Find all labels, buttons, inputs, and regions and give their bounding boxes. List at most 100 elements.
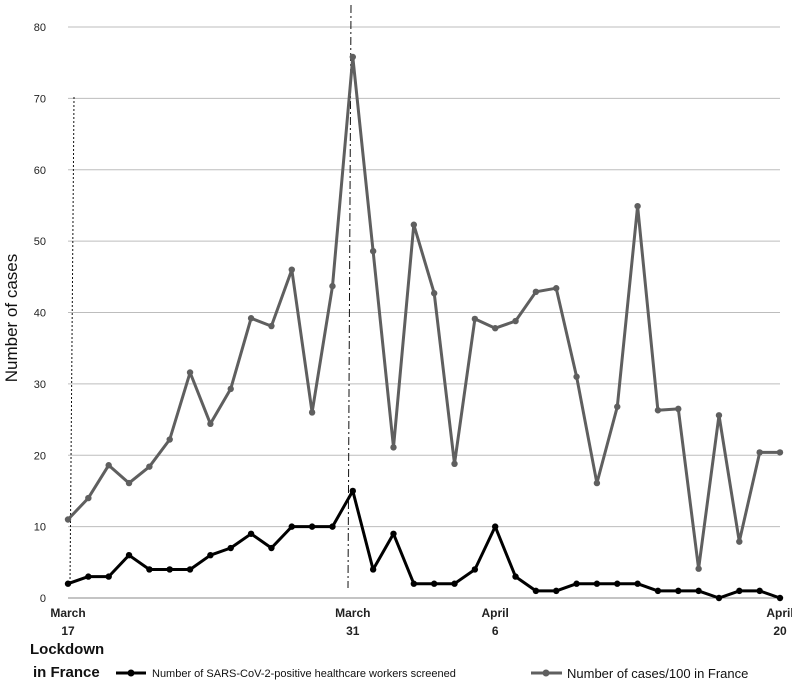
data-point (227, 385, 234, 393)
data-point (654, 587, 662, 595)
data-point (756, 449, 763, 456)
data-point (125, 551, 133, 559)
y-tick-label: 10 (34, 522, 46, 534)
legend-label-france: Number of cases/100 in France (567, 666, 748, 680)
y-tick-label: 40 (34, 308, 46, 320)
data-point (410, 580, 418, 587)
x-tick-label-day: 31 (346, 624, 360, 638)
data-point (553, 285, 560, 292)
data-point (430, 290, 438, 297)
data-point (695, 565, 702, 572)
y-tick-label: 70 (34, 93, 46, 105)
y-tick-label: 50 (34, 236, 46, 248)
data-point (85, 573, 92, 580)
data-point (288, 523, 295, 530)
data-point (736, 538, 743, 545)
data-point (451, 460, 458, 468)
data-point (247, 530, 255, 537)
legend: Number of SARS-CoV-2-positive healthcare… (116, 666, 748, 680)
data-point (268, 322, 275, 330)
data-point (593, 479, 601, 487)
data-point (207, 551, 214, 559)
data-point (654, 407, 662, 414)
data-point (268, 544, 275, 552)
data-point (329, 523, 336, 530)
series-0 (64, 487, 784, 602)
data-point (553, 587, 560, 595)
data-point (390, 530, 397, 537)
data-point (349, 487, 356, 495)
data-point (369, 247, 377, 255)
data-point (532, 288, 540, 296)
y-tick-label: 0 (40, 593, 46, 605)
data-point (64, 580, 72, 587)
data-point (675, 587, 682, 595)
data-point (329, 282, 336, 290)
lockdown-annotation-line1: Lockdown (30, 641, 104, 658)
data-point (227, 544, 234, 552)
data-point (430, 580, 438, 587)
data-point (776, 594, 784, 602)
data-point (146, 463, 153, 470)
march31-marker-line (347, 4, 352, 589)
data-point (105, 462, 112, 469)
x-tick-label-day: 17 (61, 624, 75, 638)
y-axis-ticks: 0 10 20 30 40 50 60 70 80 (34, 22, 46, 605)
x-tick-label-month: April (766, 606, 792, 620)
y-tick-label: 80 (34, 22, 46, 34)
data-point (186, 369, 194, 376)
data-point (573, 580, 580, 587)
legend-marker-healthcare (127, 669, 135, 677)
data-point (532, 587, 540, 595)
legend-label-healthcare: Number of SARS-CoV-2-positive healthcare… (152, 668, 456, 680)
data-point (308, 523, 316, 530)
series-line (66, 55, 780, 571)
lockdown-annotation-line2: in France (33, 664, 100, 680)
x-tick-label-month: March (50, 606, 85, 620)
data-point (634, 202, 641, 210)
series-lines (64, 53, 784, 602)
data-point (634, 580, 641, 587)
data-point (695, 587, 702, 595)
data-point (349, 53, 356, 61)
data-point (64, 516, 72, 523)
legend-marker-france (542, 669, 550, 677)
data-point (614, 580, 621, 587)
series-line (67, 489, 781, 600)
x-axis-ticks: March 17 March 31 April 6 April 20 (50, 606, 792, 638)
data-point (125, 479, 133, 487)
data-point (512, 573, 519, 580)
x-tick-label-day: 6 (492, 624, 499, 638)
data-point (186, 566, 194, 573)
grid-lines (68, 26, 780, 528)
data-point (471, 566, 479, 573)
data-point (512, 317, 519, 325)
data-point (288, 266, 295, 273)
data-point (715, 412, 723, 419)
data-point (492, 325, 499, 332)
y-tick-label: 60 (34, 165, 46, 177)
y-axis-label: Number of cases (2, 254, 21, 383)
y-tick-label: 30 (34, 379, 46, 391)
data-point (410, 221, 418, 228)
data-point (207, 420, 214, 428)
data-point (247, 315, 255, 322)
data-point (675, 405, 682, 413)
data-point (146, 566, 153, 573)
x-tick-label-month: March (335, 606, 370, 620)
series-1 (64, 53, 784, 572)
data-point (308, 409, 316, 416)
data-point (369, 566, 377, 573)
data-point (736, 587, 743, 595)
data-point (614, 403, 621, 410)
data-point (492, 523, 499, 530)
data-point (166, 436, 173, 443)
data-point (451, 580, 458, 587)
data-point (776, 449, 784, 456)
data-point (756, 587, 763, 595)
data-point (593, 580, 601, 587)
data-point (85, 494, 92, 502)
x-tick-label-day: 20 (773, 624, 787, 638)
data-point (573, 373, 580, 380)
